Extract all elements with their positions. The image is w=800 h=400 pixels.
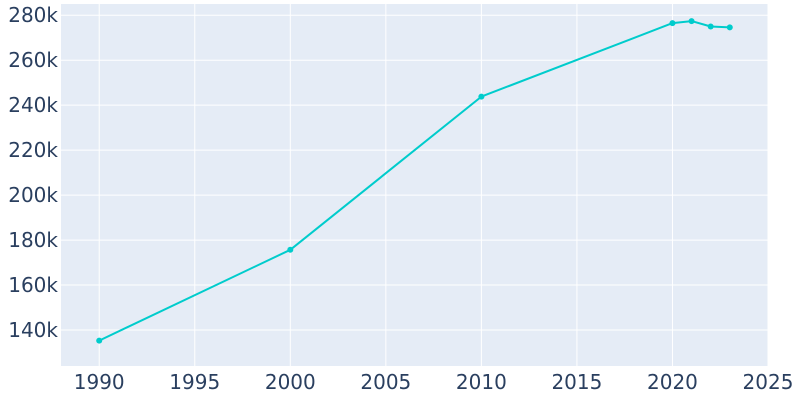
- x-tick-label: 2010: [456, 370, 507, 394]
- data-point: [287, 246, 294, 253]
- y-tick-label: 240k: [8, 93, 58, 117]
- x-tick-label: 1995: [169, 370, 220, 394]
- y-tick-label: 180k: [8, 228, 58, 252]
- x-tick-label: 2000: [265, 370, 316, 394]
- x-tick-label: 2020: [647, 370, 698, 394]
- y-tick-label: 140k: [8, 318, 58, 342]
- y-axis-ticks: 140k 160k 180k 200k 220k 240k 260k 280k: [8, 3, 58, 342]
- data-point: [707, 23, 714, 30]
- x-axis-ticks: 1990 1995 2000 2005 2010 2015 2020 2025: [74, 370, 794, 394]
- series-layer: [96, 18, 733, 344]
- y-tick-label: 280k: [8, 3, 58, 27]
- y-tick-label: 260k: [8, 48, 58, 72]
- x-tick-label: 2025: [743, 370, 794, 394]
- data-point: [726, 24, 733, 31]
- y-tick-label: 160k: [8, 273, 58, 297]
- y-tick-label: 200k: [8, 183, 58, 207]
- x-tick-label: 1990: [74, 370, 125, 394]
- data-point: [478, 93, 485, 100]
- y-tick-label: 220k: [8, 138, 58, 162]
- plot-area: [61, 4, 768, 366]
- x-tick-label: 2005: [360, 370, 411, 394]
- data-point: [96, 337, 103, 344]
- data-point: [688, 18, 695, 25]
- x-tick-label: 2015: [551, 370, 602, 394]
- data-point: [669, 20, 676, 27]
